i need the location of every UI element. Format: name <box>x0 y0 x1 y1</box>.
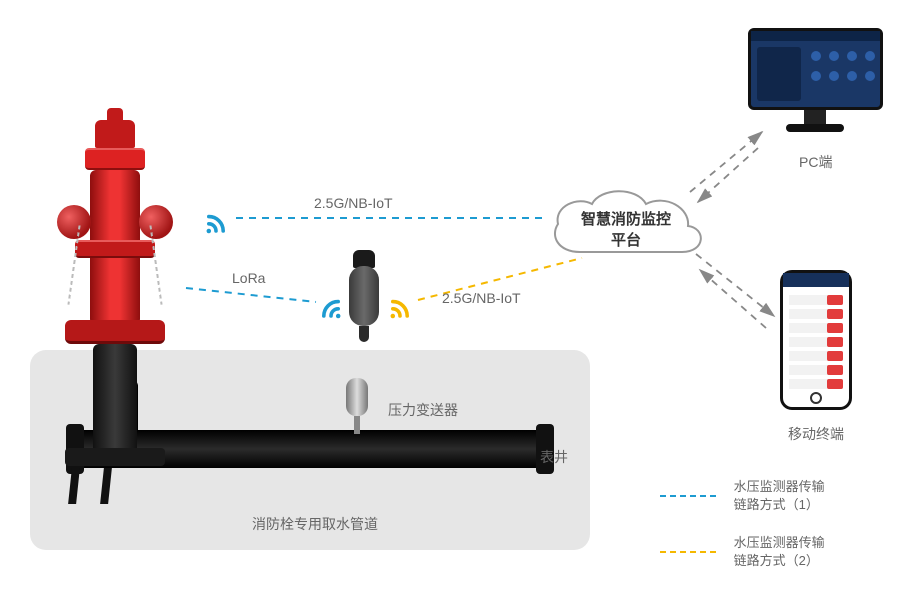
wifi-icon <box>382 289 418 325</box>
pressure-transmitter <box>340 378 374 438</box>
well-label: 表井 <box>540 447 568 467</box>
cloud-title-line1: 智慧消防监控 <box>540 208 712 229</box>
legend1-line1: 水压监测器传输 <box>734 479 825 494</box>
mobile-label: 移动终端 <box>788 424 844 444</box>
cloud-title-line2: 平台 <box>540 229 712 250</box>
pc-label: PC端 <box>799 152 832 172</box>
wifi-icon <box>313 289 349 325</box>
legend-swatch-blue <box>660 495 716 497</box>
link-label-lora: LoRa <box>232 270 265 286</box>
link-label-nbiot-2: 2.5G/NB-IoT <box>442 290 521 306</box>
legend2-line2: 链路方式（2） <box>734 553 819 568</box>
gateway-device <box>345 250 383 342</box>
link-label-nbiot-1: 2.5G/NB-IoT <box>314 195 393 211</box>
pc-terminal <box>748 28 883 138</box>
pipe-label: 消防栓专用取水管道 <box>252 514 378 534</box>
cloud-platform: 智慧消防监控 平台 <box>540 182 712 270</box>
legend-item-2: 水压监测器传输 链路方式（2） <box>660 534 825 570</box>
mobile-terminal <box>780 270 852 410</box>
fire-hydrant <box>55 120 175 450</box>
pressure-transmitter-label: 压力变送器 <box>388 400 458 420</box>
legend1-line2: 链路方式（1） <box>734 497 819 512</box>
pipe-stand <box>68 468 112 504</box>
legend-item-1: 水压监测器传输 链路方式（1） <box>660 478 825 514</box>
legend-swatch-yellow <box>660 551 716 553</box>
legend2-line1: 水压监测器传输 <box>734 535 825 550</box>
wifi-icon <box>198 204 234 240</box>
